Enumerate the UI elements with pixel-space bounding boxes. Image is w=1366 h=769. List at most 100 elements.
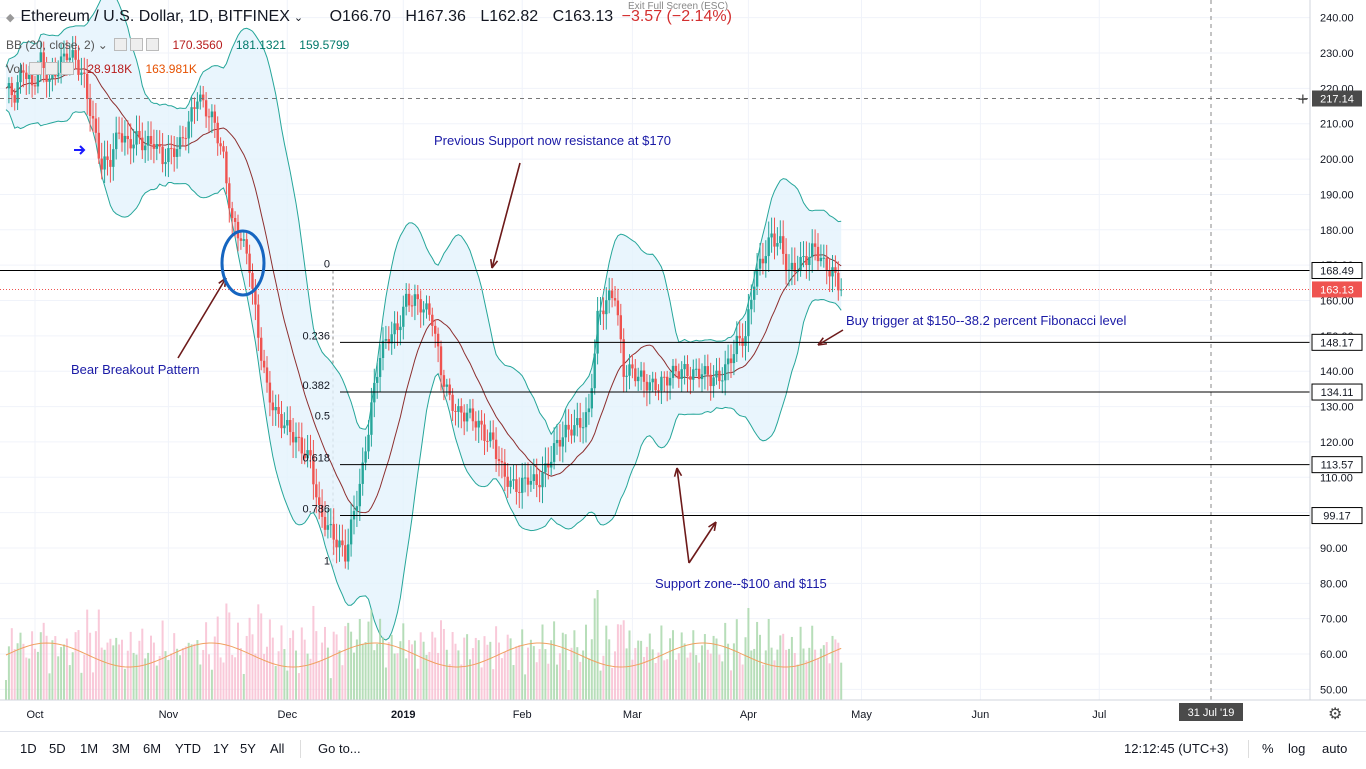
volume-bar xyxy=(48,673,51,700)
candle xyxy=(344,529,347,569)
volume-bar xyxy=(318,661,321,700)
candle xyxy=(22,62,25,88)
candle xyxy=(721,367,724,394)
symbol-dropdown-icon[interactable]: ⌄ xyxy=(293,12,304,24)
volume-bar xyxy=(344,626,347,700)
bb-label[interactable]: BB (20, close, 2) xyxy=(6,38,95,52)
collapse-icon[interactable]: ◆ xyxy=(6,12,15,24)
y-tick-label: 180.00 xyxy=(1320,225,1354,237)
timeframe-1y[interactable]: 1Y xyxy=(213,741,229,756)
candle xyxy=(407,283,411,312)
candle xyxy=(454,403,457,426)
timeframe-5y[interactable]: 5Y xyxy=(240,741,256,756)
symbol-title[interactable]: Ethereum / U.S. Dollar, 1D, BITFINEX xyxy=(20,8,290,25)
candle xyxy=(840,278,843,297)
candle xyxy=(686,355,689,393)
volume-bar xyxy=(312,605,315,700)
candle xyxy=(570,414,573,444)
bb-dropdown-icon[interactable]: ⌄ xyxy=(97,38,108,52)
candle xyxy=(529,465,533,492)
volume-bar xyxy=(608,639,611,700)
volume-bar xyxy=(126,650,129,700)
candle xyxy=(231,201,234,234)
volume-bar xyxy=(321,642,324,700)
timeframe-5d[interactable]: 5D xyxy=(49,741,66,756)
x-tick-label: Feb xyxy=(513,709,532,721)
candle xyxy=(405,283,408,316)
close-icon[interactable] xyxy=(61,62,75,75)
volume-bar xyxy=(315,631,318,700)
gear-icon[interactable]: ⚙ xyxy=(1328,706,1343,723)
volume-bar xyxy=(500,658,503,700)
exit-fullscreen-hint[interactable]: Exit Full Screen (ESC) xyxy=(628,1,729,12)
timeframe-1m[interactable]: 1M xyxy=(80,741,99,756)
candle xyxy=(242,231,245,247)
volume-bar xyxy=(585,624,587,700)
candle xyxy=(132,129,135,163)
settings-icon[interactable] xyxy=(45,62,59,75)
volume-bar xyxy=(280,625,283,700)
blue-arrow-marker xyxy=(74,145,86,155)
candle xyxy=(106,140,109,176)
volume-bar xyxy=(402,623,405,700)
volume-bar xyxy=(77,630,80,700)
candle xyxy=(480,410,483,441)
vol-label[interactable]: Vol xyxy=(6,62,23,76)
candle xyxy=(315,468,318,514)
timeframe-all[interactable]: All xyxy=(270,741,285,756)
price-label-box xyxy=(1312,90,1362,107)
volume-bar xyxy=(761,664,764,700)
candle xyxy=(666,370,669,402)
candle xyxy=(167,135,170,178)
volume-bars xyxy=(5,590,843,700)
volume-bar xyxy=(773,660,776,700)
eye-icon[interactable] xyxy=(114,38,128,51)
volume-bar xyxy=(727,643,730,700)
candle xyxy=(413,284,417,321)
timeframe-6m[interactable]: 6M xyxy=(143,741,162,756)
percent-toggle[interactable]: % xyxy=(1262,741,1274,756)
candle xyxy=(213,104,216,138)
candle xyxy=(703,354,707,390)
candle xyxy=(100,142,103,180)
volume-bar xyxy=(605,625,608,700)
volume-bar xyxy=(239,648,242,700)
eye-icon[interactable] xyxy=(29,62,43,75)
timeframe-3m[interactable]: 3M xyxy=(112,741,131,756)
candle xyxy=(625,365,628,393)
log-toggle[interactable]: log xyxy=(1288,741,1306,756)
candle xyxy=(587,393,591,425)
candle xyxy=(729,344,733,378)
candle xyxy=(326,509,330,539)
volume-bar xyxy=(13,649,16,700)
candle xyxy=(402,295,405,340)
candle xyxy=(384,325,388,349)
candle xyxy=(286,406,289,436)
volume-bar xyxy=(712,635,715,700)
candle xyxy=(567,409,570,442)
volume-bar xyxy=(7,646,10,700)
candle xyxy=(13,88,16,111)
candle xyxy=(692,359,695,391)
settings-icon[interactable] xyxy=(130,38,144,51)
volume-bar xyxy=(654,663,657,700)
volume-bar xyxy=(811,625,814,700)
volume-bar xyxy=(196,640,199,700)
volume-bar xyxy=(405,658,408,700)
volume-bar xyxy=(228,612,231,700)
close-icon[interactable] xyxy=(146,38,160,51)
goto-button[interactable]: Go to... xyxy=(318,741,361,756)
volume-bar xyxy=(463,637,466,700)
timeframe-ytd[interactable]: YTD xyxy=(175,741,201,756)
volume-bar xyxy=(28,658,31,700)
auto-toggle[interactable]: auto xyxy=(1322,741,1348,756)
volume-bar xyxy=(16,643,19,700)
clock[interactable]: 12:12:45 (UTC+3) xyxy=(1124,741,1229,756)
volume-bar xyxy=(329,678,332,700)
fib-label: 0.5 xyxy=(315,410,330,422)
ohlc-open: O166.70 xyxy=(329,8,391,25)
timeframe-1d[interactable]: 1D xyxy=(20,741,37,756)
price-label-box xyxy=(1311,261,1363,279)
volume-bar xyxy=(677,653,680,700)
